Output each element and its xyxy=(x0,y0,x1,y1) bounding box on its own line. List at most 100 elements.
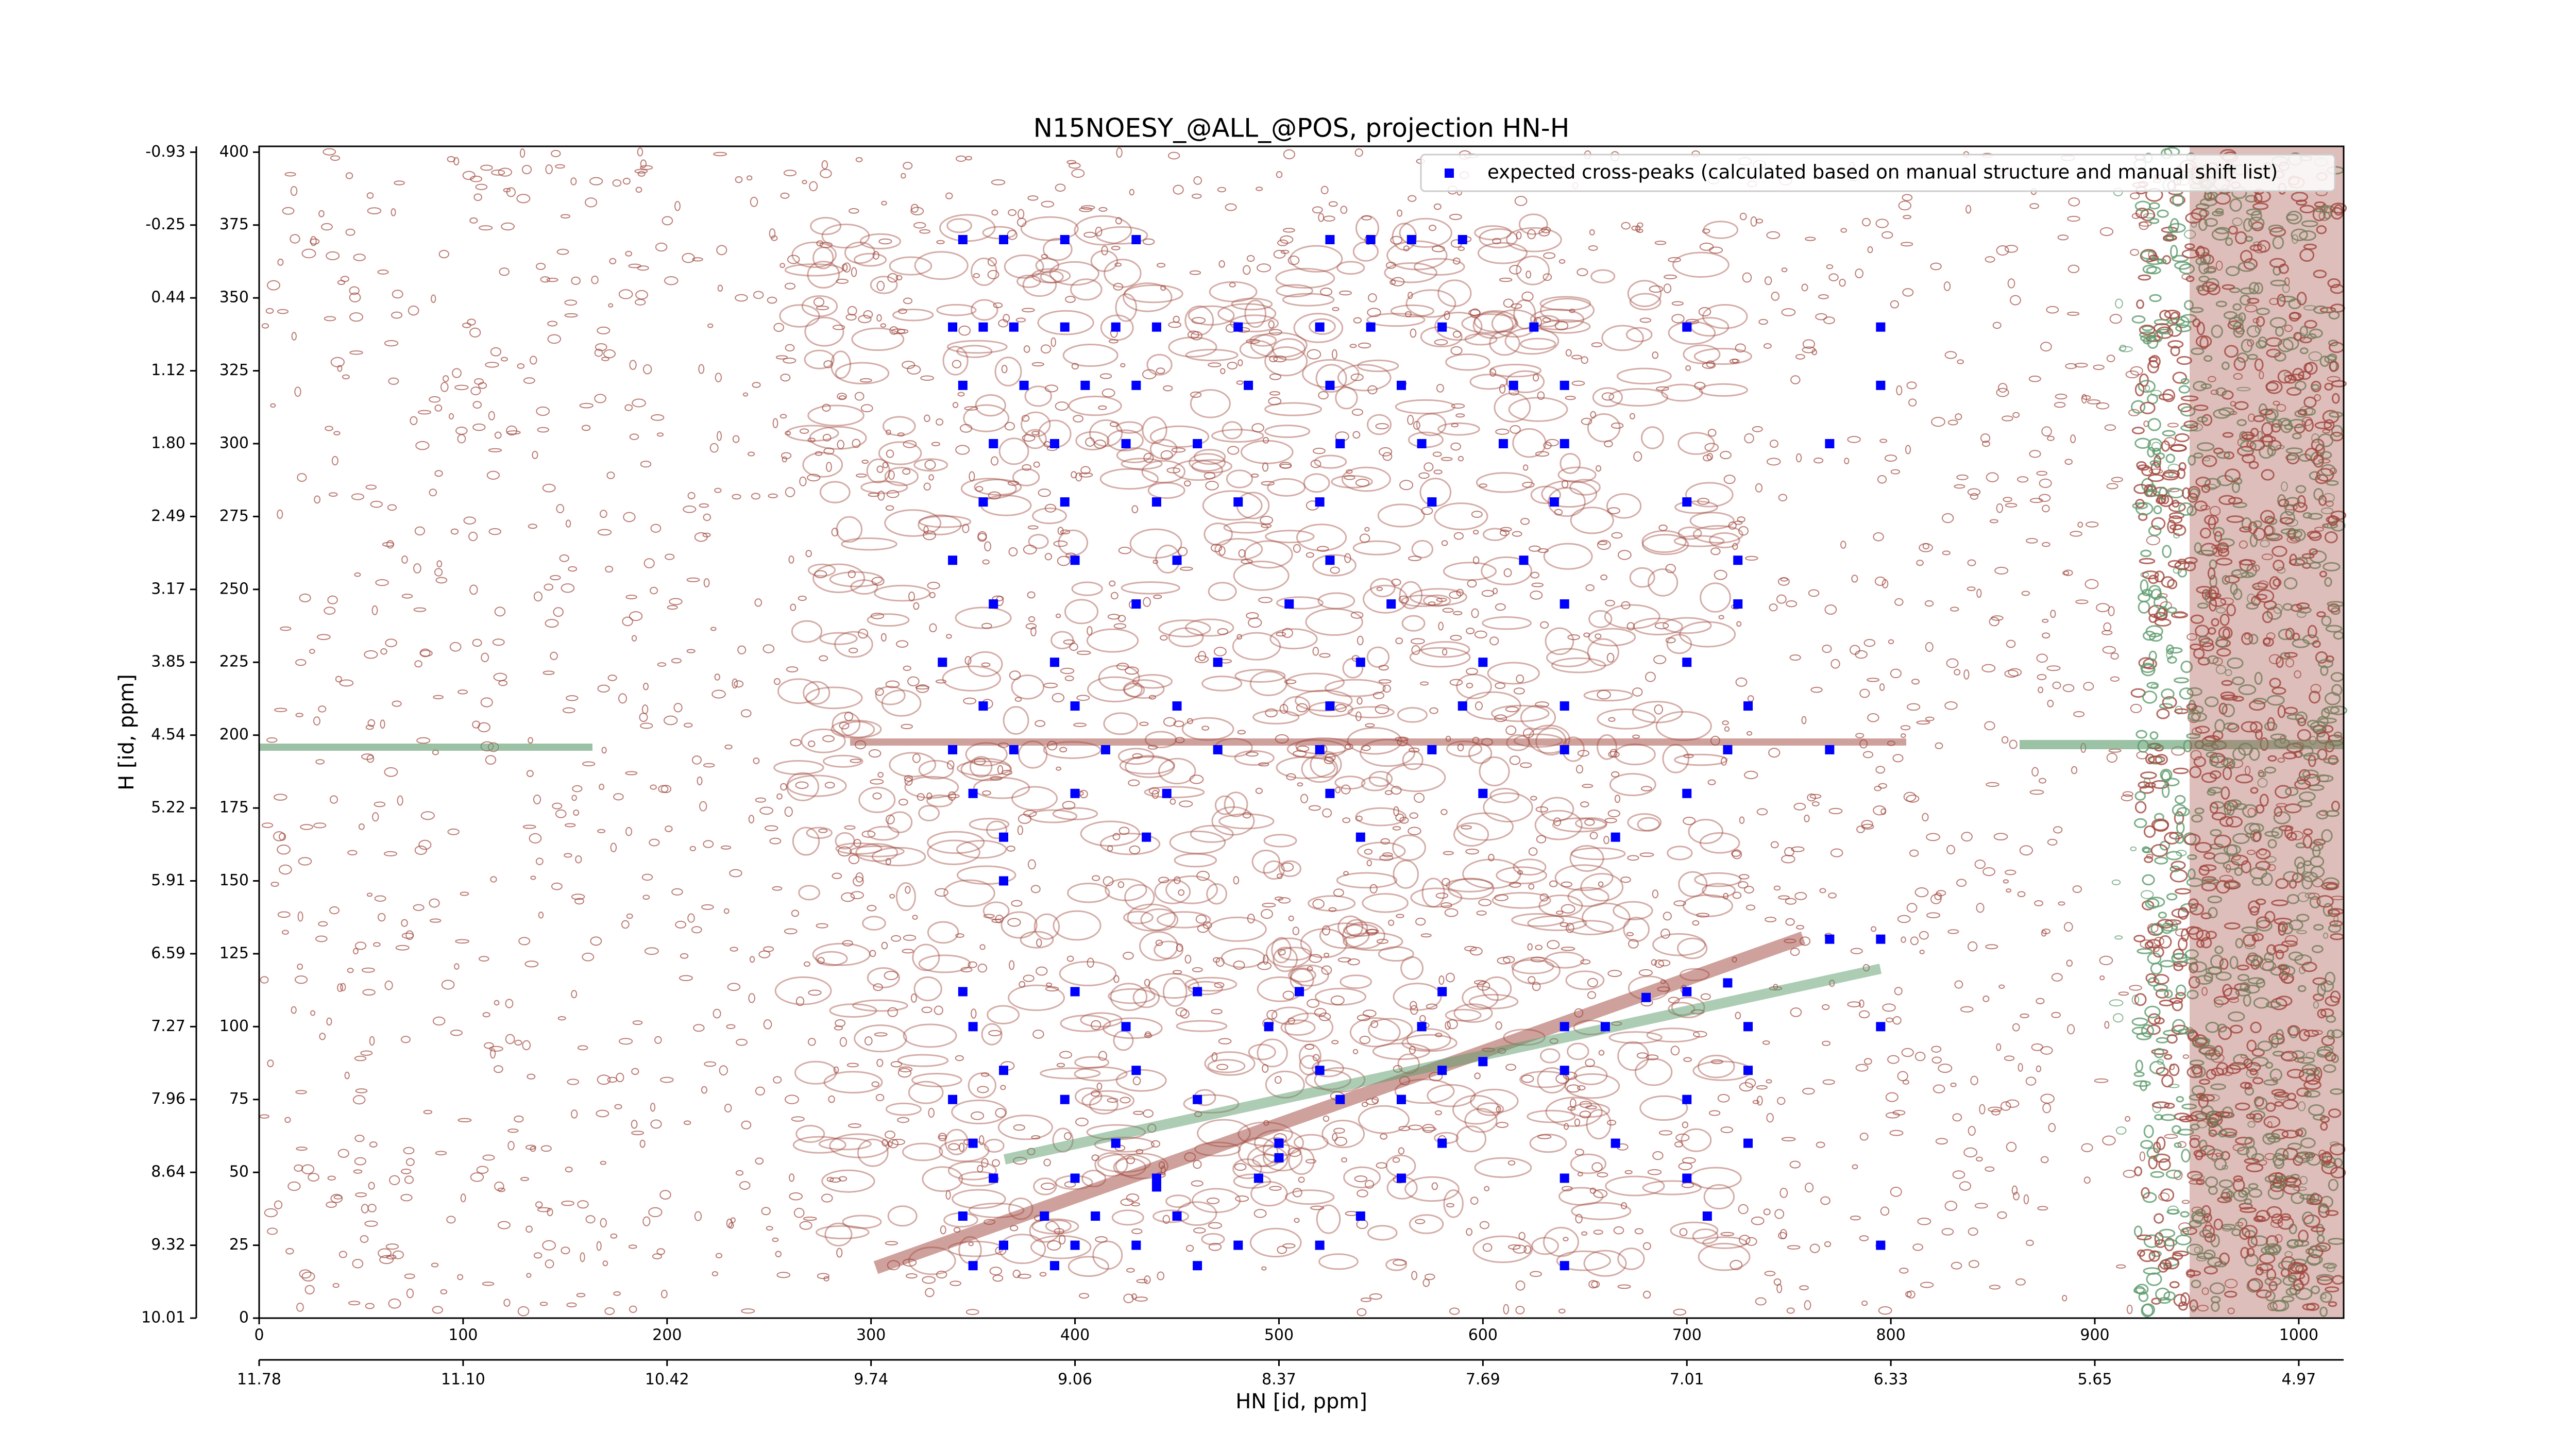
contour xyxy=(313,822,327,829)
contour xyxy=(1588,245,1598,251)
contour xyxy=(853,876,864,887)
contour xyxy=(2201,1287,2209,1295)
contour xyxy=(1879,683,1885,691)
contour xyxy=(2273,400,2280,406)
contour xyxy=(618,693,627,704)
contour xyxy=(1906,795,1920,803)
contour xyxy=(522,1040,531,1051)
contour xyxy=(2029,789,2044,795)
contour xyxy=(807,1038,816,1046)
contour xyxy=(2270,1219,2283,1228)
contour xyxy=(1950,1082,1957,1087)
contour xyxy=(755,1086,765,1096)
contour xyxy=(1528,883,1535,890)
contour xyxy=(419,650,433,657)
contour xyxy=(295,713,303,717)
contour xyxy=(313,716,320,726)
contour xyxy=(2026,538,2038,544)
contour xyxy=(1819,888,1826,894)
contour xyxy=(873,983,884,991)
contour xyxy=(2065,363,2077,369)
contour xyxy=(992,1159,1000,1167)
contour xyxy=(931,442,940,447)
contour xyxy=(529,833,542,844)
contour xyxy=(735,294,748,302)
contour xyxy=(817,1273,830,1279)
contour xyxy=(267,1059,274,1068)
contour xyxy=(290,234,300,244)
contour xyxy=(837,440,844,449)
contour xyxy=(577,1045,588,1051)
cross-peak xyxy=(1876,380,1886,390)
contour xyxy=(1732,543,1738,550)
contour xyxy=(2004,869,2016,875)
contour xyxy=(1056,766,1061,771)
contour xyxy=(2204,696,2219,707)
cross-peak xyxy=(1458,235,1467,245)
contour xyxy=(1496,1106,1501,1113)
contour xyxy=(463,516,476,525)
contour xyxy=(788,555,794,564)
contour xyxy=(1947,929,1959,934)
contour xyxy=(455,939,470,944)
contour xyxy=(2006,1141,2017,1152)
contour xyxy=(2051,973,2063,982)
contour xyxy=(1871,926,1877,932)
contour xyxy=(1614,795,1621,803)
contour xyxy=(1016,217,1027,227)
contour xyxy=(1202,921,1212,929)
contour xyxy=(1458,456,1464,462)
contour xyxy=(816,923,828,929)
contour xyxy=(1577,1172,1583,1177)
contour xyxy=(1804,814,1810,822)
contour xyxy=(590,936,602,946)
contour xyxy=(2109,999,2124,1007)
cross-peak xyxy=(1682,987,1692,997)
contour xyxy=(1735,343,1746,353)
contour xyxy=(344,1071,350,1080)
contour xyxy=(547,334,561,344)
contour xyxy=(1027,195,1039,201)
contour xyxy=(1967,488,1981,496)
contour xyxy=(1702,362,1716,369)
contour xyxy=(1352,1049,1359,1054)
contour xyxy=(1409,1046,1416,1054)
contour xyxy=(1587,978,1598,987)
contour xyxy=(296,1147,308,1151)
contour xyxy=(1826,264,1834,269)
contour xyxy=(1976,903,1985,913)
contour xyxy=(537,1207,551,1212)
contour xyxy=(1955,413,1962,420)
contour xyxy=(845,314,857,321)
x-ppm-tick-label: 11.10 xyxy=(441,1371,485,1389)
contour xyxy=(1636,1052,1649,1059)
contour xyxy=(374,801,386,807)
contour xyxy=(1505,1064,1517,1071)
contour xyxy=(1032,1030,1044,1039)
contour xyxy=(457,1274,464,1280)
contour xyxy=(1208,362,1222,367)
contour xyxy=(1917,1217,1931,1225)
contour xyxy=(836,278,849,284)
contour xyxy=(279,832,286,841)
contour xyxy=(776,1272,791,1278)
contour xyxy=(1443,851,1454,855)
cross-peak xyxy=(1172,701,1182,711)
cross-peak xyxy=(999,832,1008,842)
contour xyxy=(360,1050,373,1056)
contour xyxy=(401,594,413,599)
cross-peak xyxy=(1193,439,1202,448)
contour xyxy=(665,553,675,560)
contour xyxy=(1818,294,1829,299)
contour xyxy=(1023,544,1037,554)
contour xyxy=(822,403,831,412)
contour xyxy=(1513,687,1525,695)
contour xyxy=(2066,311,2080,316)
contour xyxy=(1133,1110,1144,1115)
contour xyxy=(834,1025,843,1031)
contour xyxy=(987,269,999,279)
cross-peak xyxy=(1366,322,1376,332)
cross-peak xyxy=(1049,439,1059,448)
contour xyxy=(1957,359,1964,364)
contour xyxy=(671,658,682,664)
